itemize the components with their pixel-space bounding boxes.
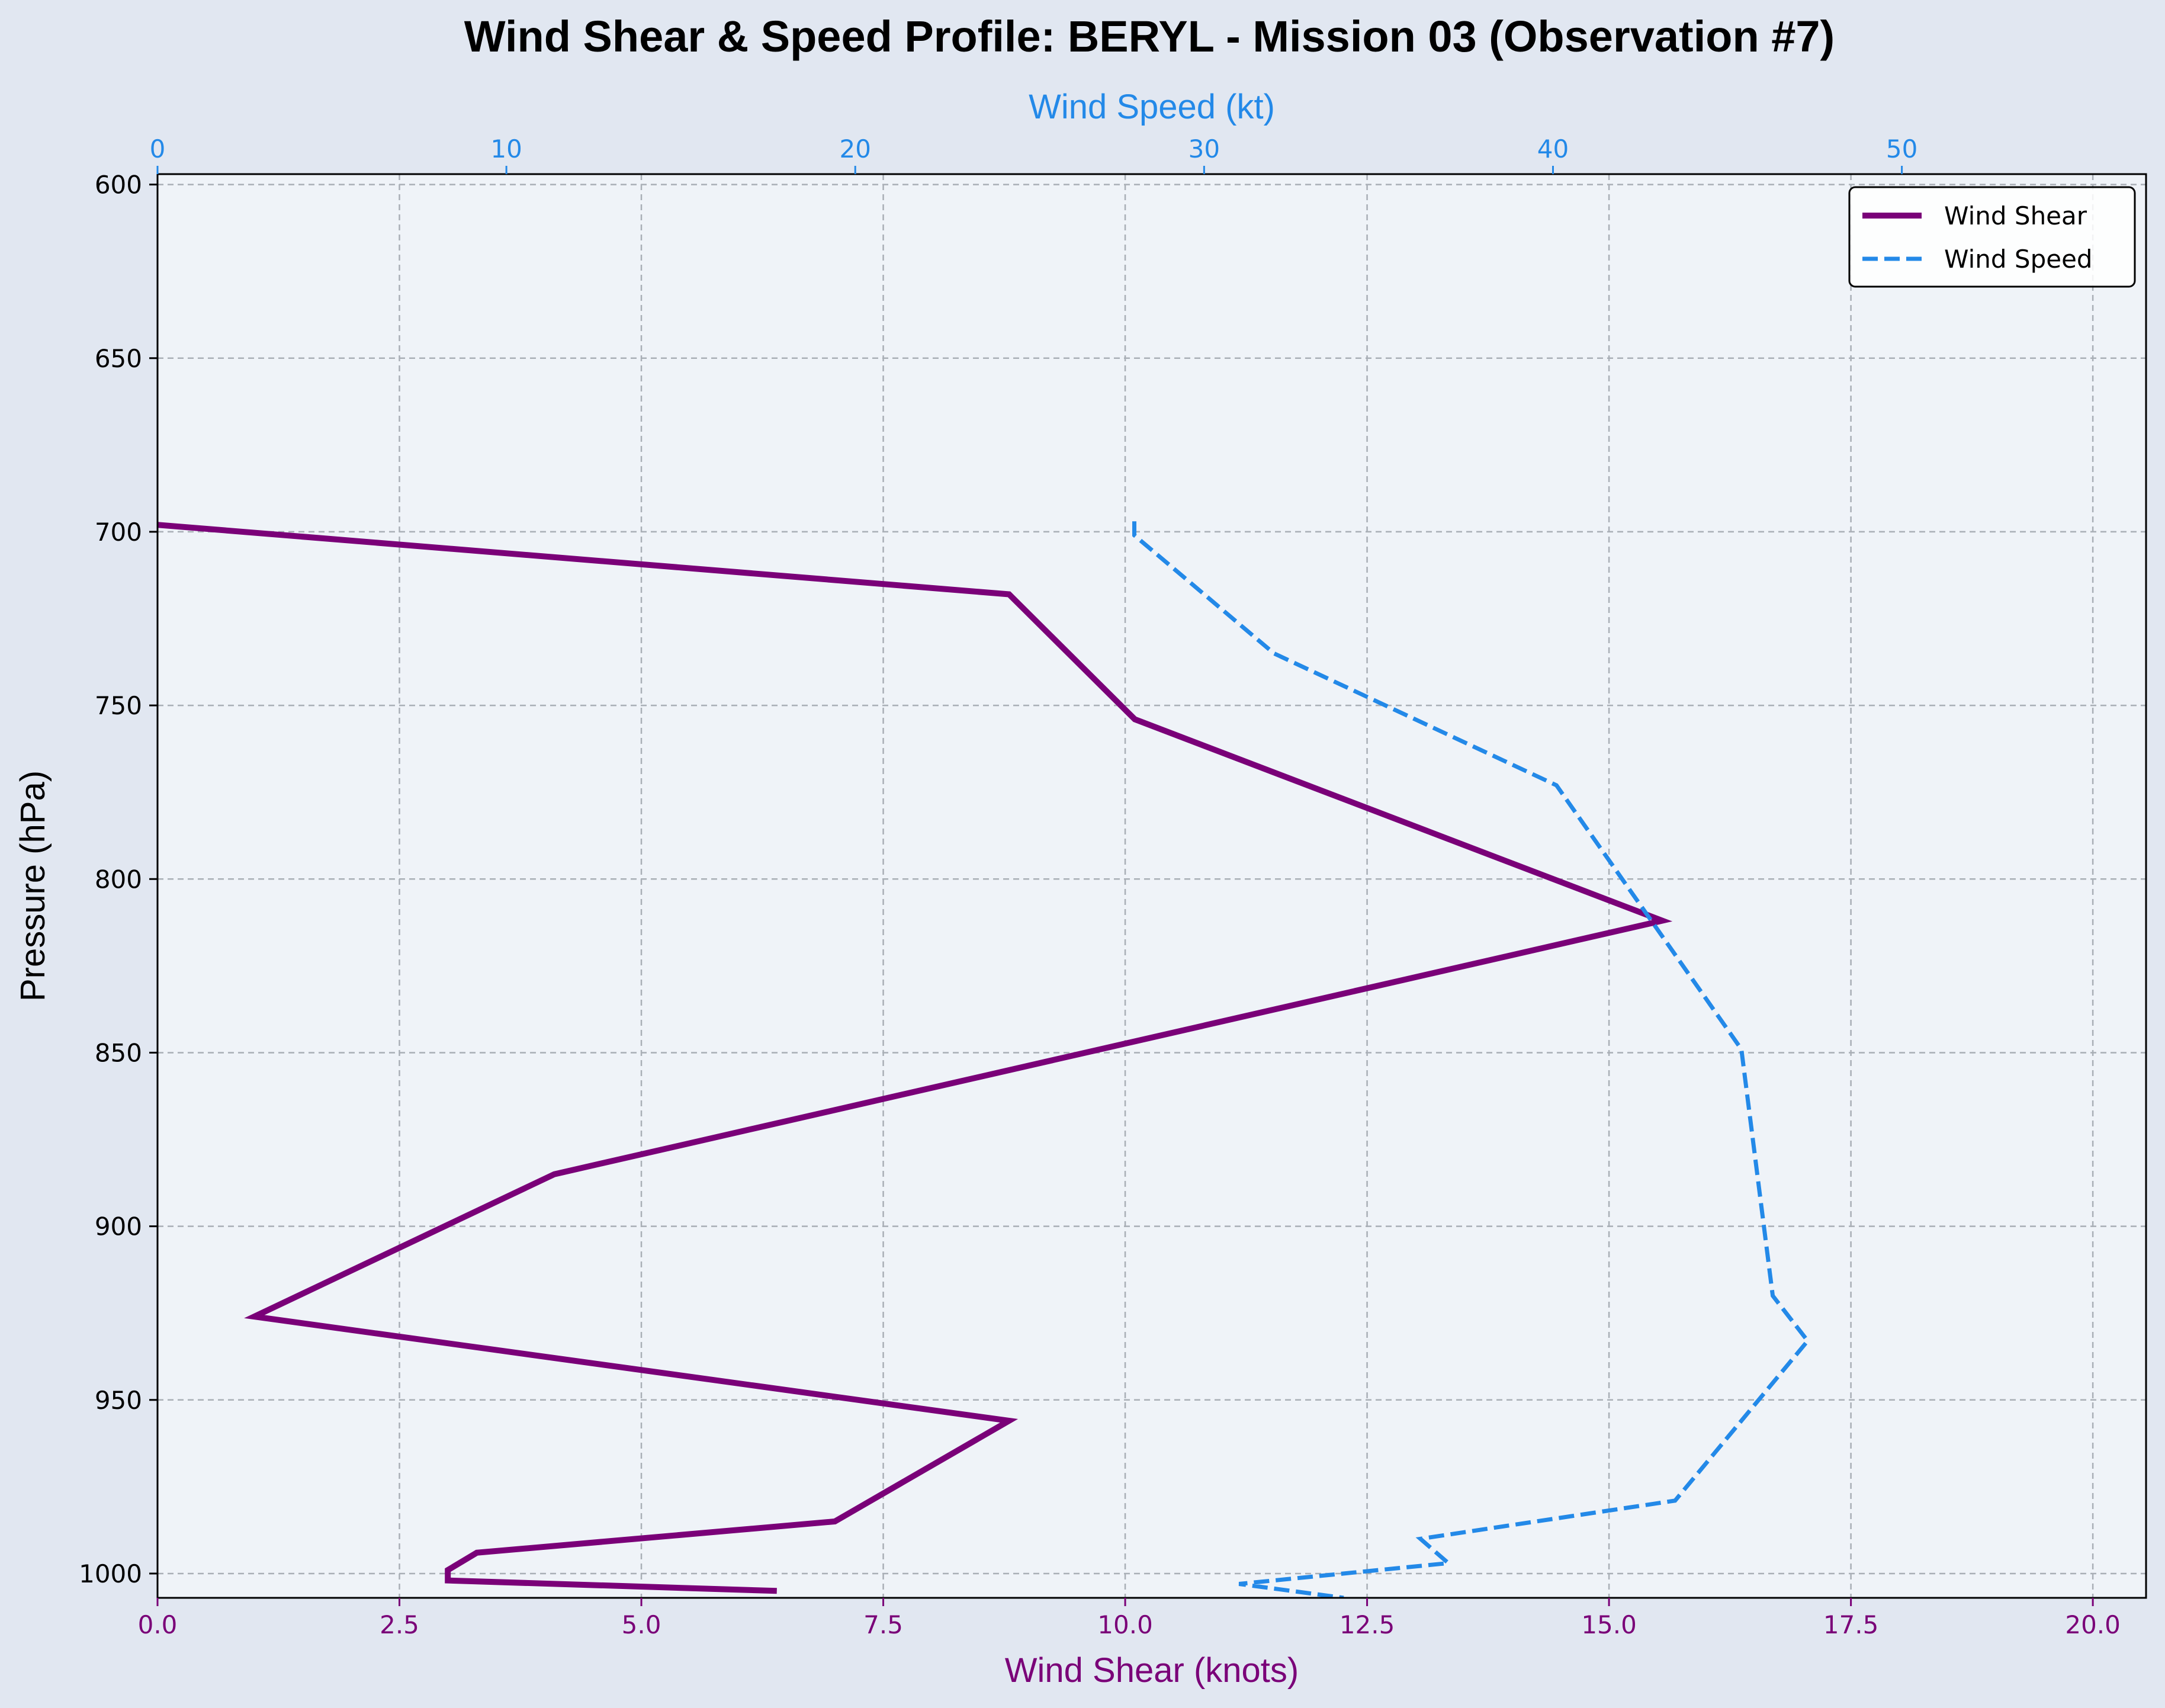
plot-area	[158, 174, 2146, 1598]
y-tick-label: 800	[95, 865, 142, 894]
x-bottom-tick-label: 2.5	[380, 1610, 419, 1639]
plot-frame	[156, 173, 2147, 1599]
legend: Wind Shear Wind Speed	[1848, 186, 2136, 288]
y-tick-label: 700	[95, 518, 142, 547]
y-tick-label: 650	[95, 344, 142, 373]
x-bottom-tick-label: 7.5	[863, 1610, 903, 1639]
legend-label: Wind Speed	[1944, 245, 2093, 274]
x-top-tick-label: 50	[1886, 134, 1917, 163]
y-tick-label: 600	[95, 171, 142, 200]
wind-speed-line	[1132, 521, 1811, 1598]
x-bottom-tick-label: 15.0	[1581, 1610, 1637, 1639]
series-layer	[158, 521, 1811, 1598]
y-axis-label: Pressure (hPa)	[14, 770, 52, 1001]
chart-title: Wind Shear & Speed Profile: BERYL - Miss…	[464, 12, 1835, 61]
y-tick-label: 900	[95, 1212, 142, 1241]
x-top-tick-label: 0	[150, 134, 166, 163]
x-bottom-tick-label: 12.5	[1340, 1610, 1395, 1639]
axis-ticks: 600 650 700 750 800 850 900 950 1000 0.0 2.5 5.0 7.5…	[79, 134, 2121, 1639]
wind-shear-line	[158, 522, 1673, 1594]
x-bottom-tick-label: 0.0	[138, 1610, 178, 1639]
x-bottom-tick-label: 20.0	[2065, 1610, 2121, 1639]
x-top-axis-label: Wind Speed (kt)	[1029, 88, 1275, 126]
x-bottom-tick-label: 5.0	[622, 1610, 661, 1639]
y-tick-label: 850	[95, 1038, 142, 1067]
x-bottom-axis-label: Wind Shear (knots)	[1005, 1651, 1299, 1690]
legend-label: Wind Shear	[1944, 201, 2087, 230]
x-top-tick-label: 30	[1188, 134, 1220, 163]
x-bottom-tick-label: 10.0	[1097, 1610, 1153, 1639]
y-tick-label: 950	[95, 1386, 142, 1415]
y-tick-label: 1000	[79, 1559, 142, 1588]
x-top-tick-label: 40	[1537, 134, 1569, 163]
x-top-tick-label: 20	[840, 134, 871, 163]
x-bottom-tick-label: 17.5	[1823, 1610, 1879, 1639]
legend-box	[1848, 186, 2136, 288]
y-tick-label: 750	[95, 691, 142, 720]
x-top-tick-label: 10	[490, 134, 522, 163]
